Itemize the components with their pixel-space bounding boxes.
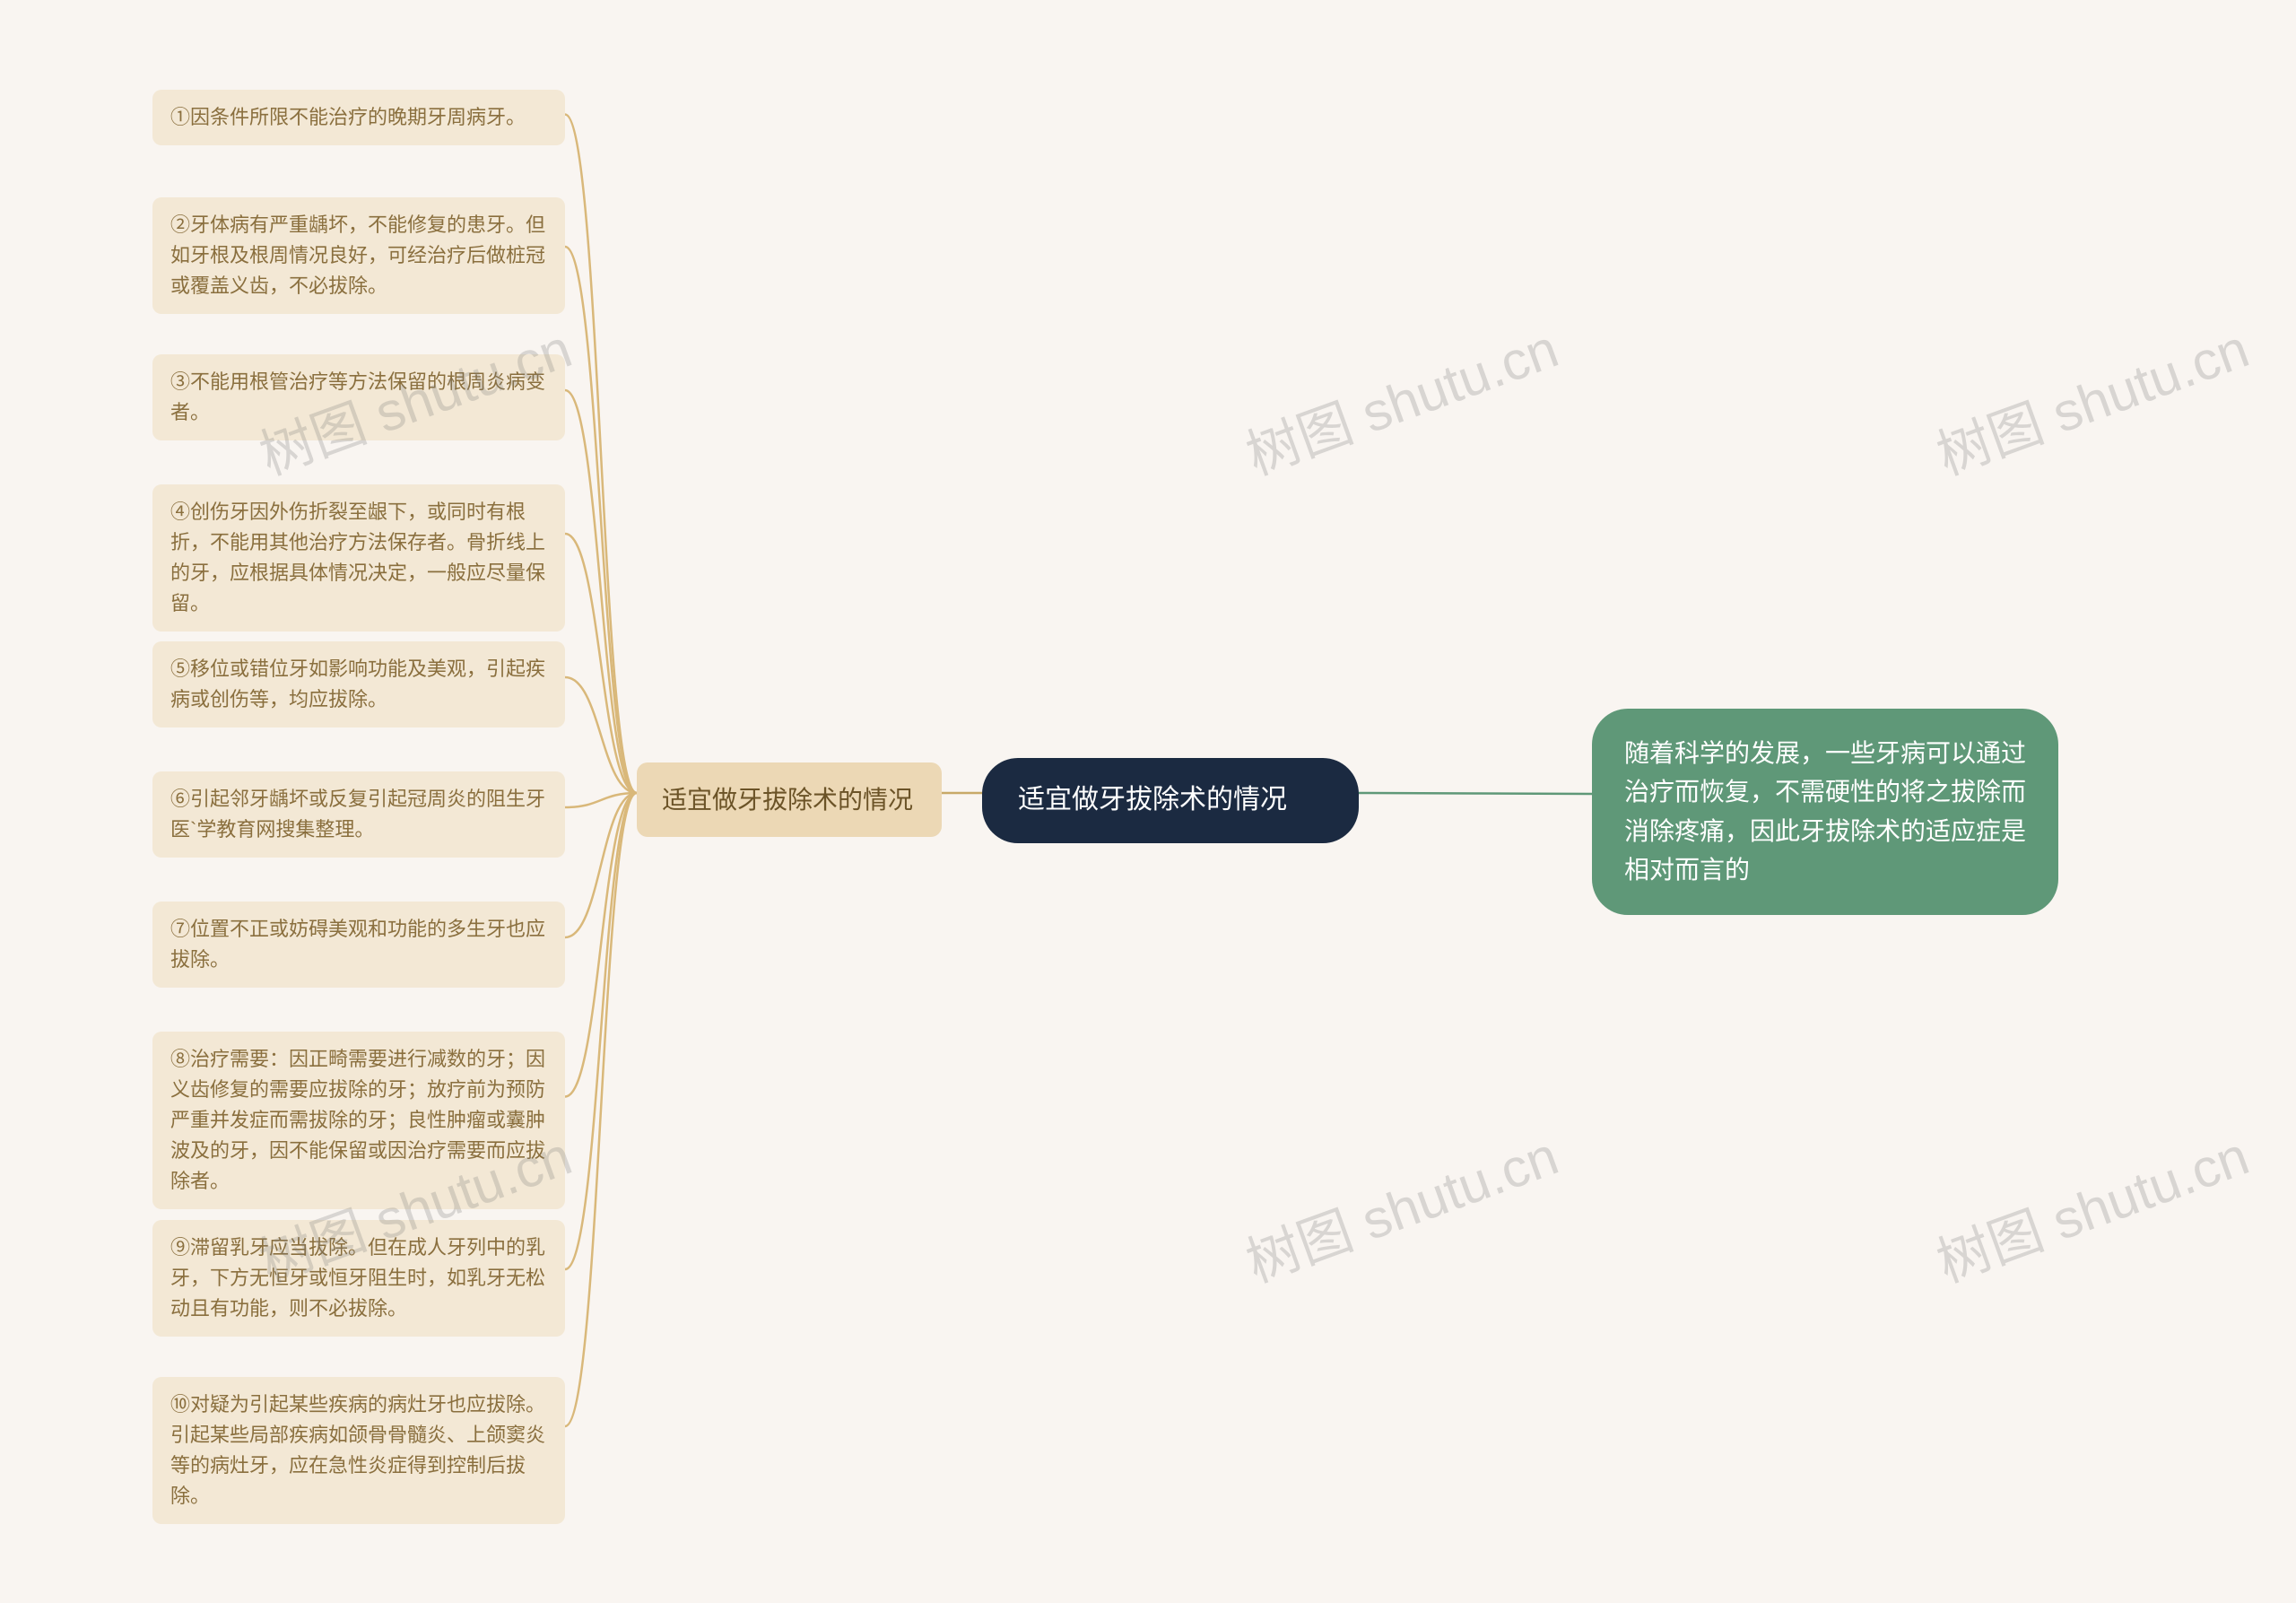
leaf-node: ⑦位置不正或妨碍美观和功能的多生牙也应拔除。 <box>152 902 565 988</box>
leaf-node: ⑨滞留乳牙应当拔除。但在成人牙列中的乳牙，下方无恒牙或恒牙阻生时，如乳牙无松动且… <box>152 1220 565 1337</box>
leaf-node: ⑤移位或错位牙如影响功能及美观，引起疾病或创伤等，均应拔除。 <box>152 641 565 727</box>
leaf-node: ④创伤牙因外伤折裂至龈下，或同时有根折，不能用其他治疗方法保存者。骨折线上的牙，… <box>152 484 565 632</box>
leaf-node: ②牙体病有严重龋坏，不能修复的患牙。但如牙根及根周情况良好，可经治疗后做桩冠或覆… <box>152 197 565 314</box>
leaf-node: ①因条件所限不能治疗的晚期牙周病牙。 <box>152 90 565 145</box>
leaf-node: ③不能用根管治疗等方法保留的根周炎病变者。 <box>152 354 565 440</box>
left-branch-node: 适宜做牙拔除术的情况 <box>637 762 942 837</box>
right-branch-node: 随着科学的发展，一些牙病可以通过治疗而恢复，不需硬性的将之拔除而消除疼痛，因此牙… <box>1592 709 2058 915</box>
watermark: 树图 shutu.cn <box>1925 305 2257 490</box>
leaf-node: ⑧治疗需要：因正畸需要进行减数的牙；因义齿修复的需要应拔除的牙；放疗前为预防严重… <box>152 1032 565 1209</box>
watermark: 树图 shutu.cn <box>1234 1112 1567 1297</box>
root-node: 适宜做牙拔除术的情况 <box>982 758 1359 843</box>
leaf-node: ⑥引起邻牙龋坏或反复引起冠周炎的阻生牙医`学教育网搜集整理。 <box>152 771 565 858</box>
watermark: 树图 shutu.cn <box>1234 305 1567 490</box>
watermark: 树图 shutu.cn <box>1925 1112 2257 1297</box>
mindmap-canvas: 适宜做牙拔除术的情况 适宜做牙拔除术的情况 随着科学的发展，一些牙病可以通过治疗… <box>0 0 2296 1603</box>
leaf-node: ⑩对疑为引起某些疾病的病灶牙也应拔除。引起某些局部疾病如颌骨骨髓炎、上颌窦炎等的… <box>152 1377 565 1524</box>
